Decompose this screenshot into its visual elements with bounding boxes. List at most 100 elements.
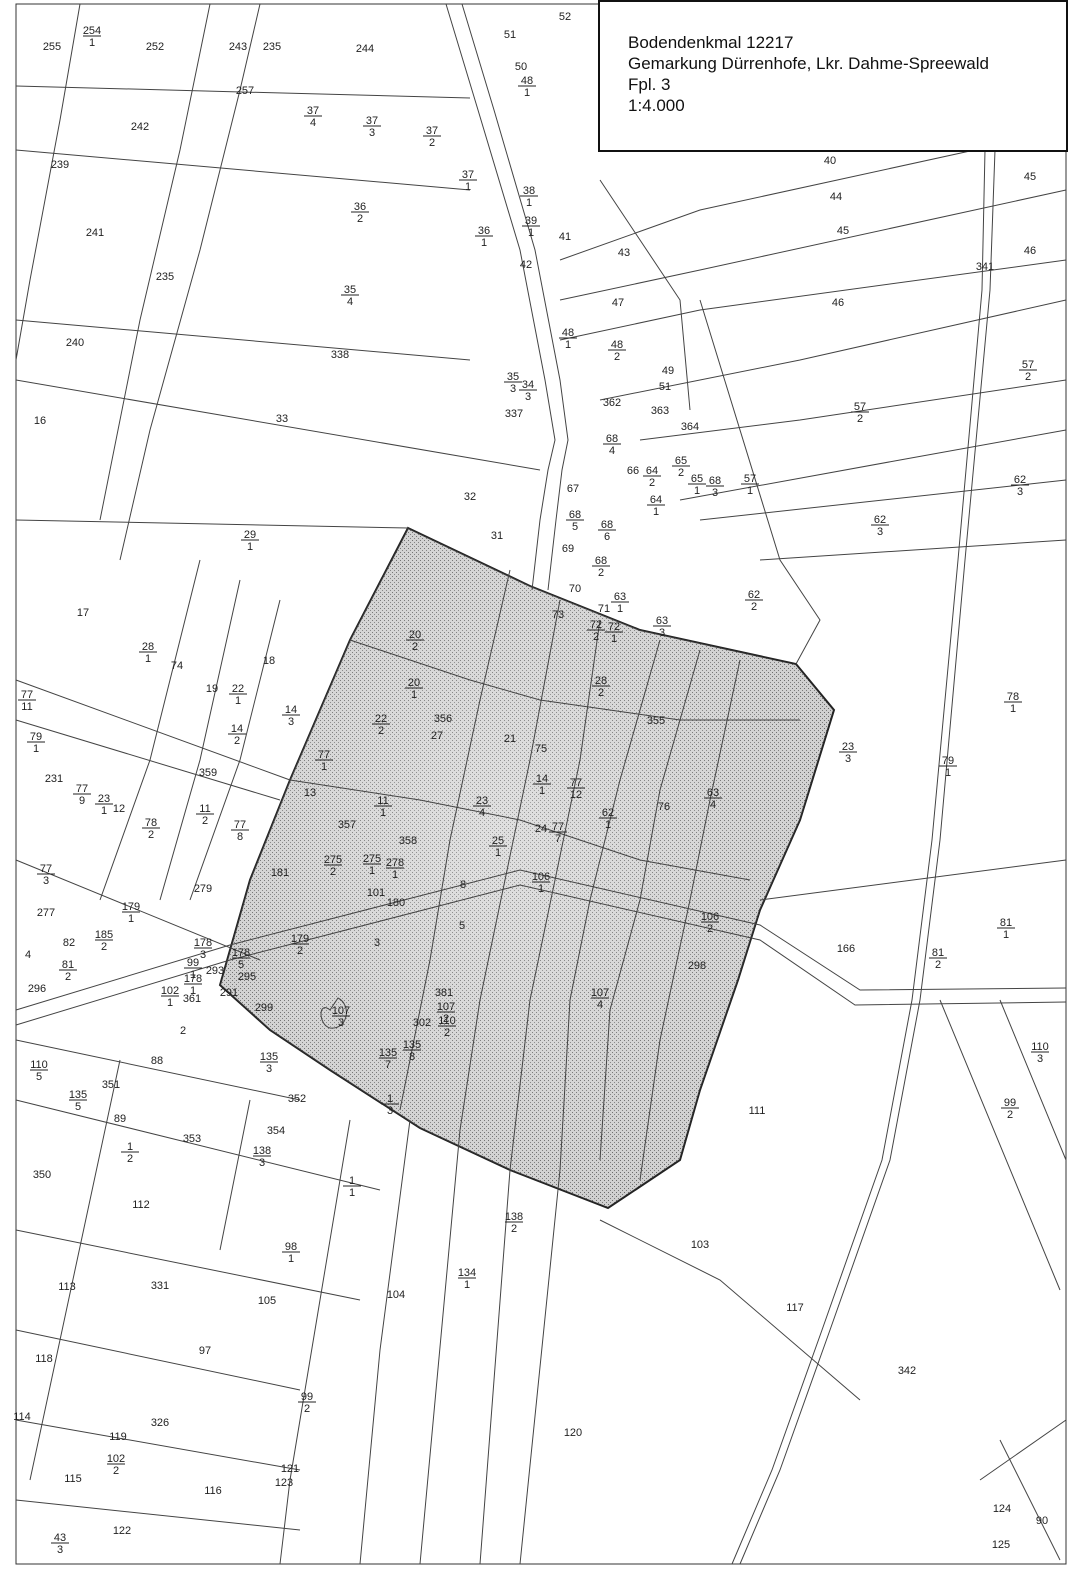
parcel-label: 47: [612, 297, 624, 309]
parcel-label-denominator: 3: [525, 391, 531, 403]
parcel-label: 293: [206, 965, 224, 977]
parcel-label: 70: [569, 583, 581, 595]
parcel-label: 18: [263, 655, 275, 667]
parcel-label-denominator: 3: [712, 487, 718, 499]
parcel-label-denominator: 4: [710, 799, 716, 811]
parcel-label: 69: [562, 543, 574, 555]
parcel-label-numerator: 37: [426, 125, 438, 137]
parcel-label-numerator: 36: [354, 201, 366, 213]
parcel-label-denominator: 3: [1017, 486, 1023, 498]
parcel-label-numerator: 106: [701, 911, 719, 923]
parcel-label: 299: [255, 1002, 273, 1014]
parcel-label-numerator: 107: [591, 987, 609, 999]
parcel-label: 27: [431, 730, 443, 742]
parcel-label-numerator: 68: [606, 433, 618, 445]
parcel-label-denominator: 1: [495, 847, 501, 859]
legend-scale: 1:4.000: [628, 96, 685, 115]
parcel-label: 350: [33, 1169, 51, 1181]
parcel-label: 82: [63, 937, 75, 949]
parcel-label: 120: [564, 1427, 582, 1439]
parcel-label-numerator: 77: [318, 749, 330, 761]
parcel-label: 46: [1024, 245, 1036, 257]
parcel-label-numerator: 48: [562, 327, 574, 339]
parcel-label-numerator: 77: [234, 819, 246, 831]
parcel-label: 361: [183, 993, 201, 1005]
parcel-label: 181: [271, 867, 289, 879]
parcel-label-denominator: 2: [113, 1465, 119, 1477]
parcel-label-numerator: 135: [69, 1089, 87, 1101]
parcel-label-denominator: 3: [200, 949, 206, 961]
parcel-label-numerator: 14: [231, 723, 243, 735]
parcel-label-numerator: 63: [656, 615, 668, 627]
parcel-label-denominator: 1: [321, 761, 327, 773]
parcel-label: 105: [258, 1295, 276, 1307]
parcel-label-numerator: 179: [291, 933, 309, 945]
parcel-label-numerator: 178: [194, 937, 212, 949]
parcel-label: 43: [618, 247, 630, 259]
parcel-label: 121: [281, 1463, 299, 1475]
parcel-label-denominator: 2: [1007, 1109, 1013, 1121]
parcel-label-denominator: 2: [148, 829, 154, 841]
parcel-label: 67: [567, 483, 579, 495]
parcel-label: 51: [659, 381, 671, 393]
parcel-label-numerator: 22: [375, 713, 387, 725]
parcel-label-denominator: 2: [234, 735, 240, 747]
parcel-label-denominator: 3: [877, 526, 883, 538]
parcel-label: 103: [691, 1239, 709, 1251]
parcel-label-numerator: 179: [122, 901, 140, 913]
parcel-label-numerator: 77: [21, 689, 33, 701]
parcel-label-numerator: 77: [40, 863, 52, 875]
parcel-label-numerator: 110: [30, 1059, 48, 1071]
parcel-label-denominator: 2: [511, 1223, 517, 1235]
parcel-label-numerator: 38: [523, 185, 535, 197]
parcel-label-numerator: 1: [387, 1093, 393, 1105]
parcel-label-numerator: 178: [232, 947, 250, 959]
parcel-label: 291: [220, 987, 238, 999]
parcel-label: 45: [837, 225, 849, 237]
parcel-label-numerator: 72: [590, 619, 602, 631]
parcel-label-denominator: 5: [75, 1101, 81, 1113]
parcel-label-numerator: 14: [536, 773, 548, 785]
parcel-label-numerator: 23: [476, 795, 488, 807]
parcel-label-numerator: 57: [1022, 359, 1034, 371]
parcel-label: 338: [331, 349, 349, 361]
parcel-label-numerator: 68: [595, 555, 607, 567]
parcel-label: 3: [374, 937, 380, 949]
parcel-label-numerator: 68: [709, 475, 721, 487]
parcel-label: 17: [77, 607, 89, 619]
parcel-label: 337: [505, 408, 523, 420]
parcel-label-numerator: 11: [377, 795, 388, 807]
parcel-label: 74: [171, 660, 183, 672]
parcel-label-denominator: 1: [89, 37, 95, 49]
parcel-label-denominator: 1: [481, 237, 487, 249]
parcel-label: 355: [647, 715, 665, 727]
parcel-label-denominator: 1: [538, 883, 544, 895]
parcel-label-numerator: 99: [1004, 1097, 1016, 1109]
parcel-label-denominator: 4: [479, 807, 485, 819]
parcel-label-denominator: 1: [539, 785, 545, 797]
parcel-label: 240: [66, 337, 84, 349]
parcel-label-denominator: 2: [857, 413, 863, 425]
parcel-label-numerator: 37: [307, 105, 319, 117]
parcel-label-denominator: 1: [33, 743, 39, 755]
parcel-label-denominator: 1: [369, 865, 375, 877]
parcel-label-numerator: 72: [608, 621, 620, 633]
parcel-label: 358: [399, 835, 417, 847]
parcel-label-numerator: 63: [614, 591, 626, 603]
parcel-label: 166: [837, 943, 855, 955]
parcel-label-denominator: 3: [338, 1017, 344, 1029]
parcel-label-denominator: 1: [145, 653, 151, 665]
parcel-label-denominator: 1: [611, 633, 617, 645]
parcel-label-numerator: 25: [492, 835, 504, 847]
parcel-label-denominator: 2: [707, 923, 713, 935]
parcel-label-denominator: 1: [128, 913, 134, 925]
parcel-label-numerator: 77: [570, 777, 582, 789]
parcel-label: 112: [132, 1199, 150, 1211]
parcel-label-numerator: 254: [83, 25, 101, 37]
parcel-label-numerator: 178: [184, 973, 202, 985]
parcel-label-denominator: 3: [510, 383, 516, 395]
parcel-label-denominator: 1: [1010, 703, 1016, 715]
parcel-label: 114: [13, 1411, 31, 1423]
parcel-label: 242: [131, 121, 149, 133]
parcel-label-denominator: 2: [443, 1013, 449, 1025]
